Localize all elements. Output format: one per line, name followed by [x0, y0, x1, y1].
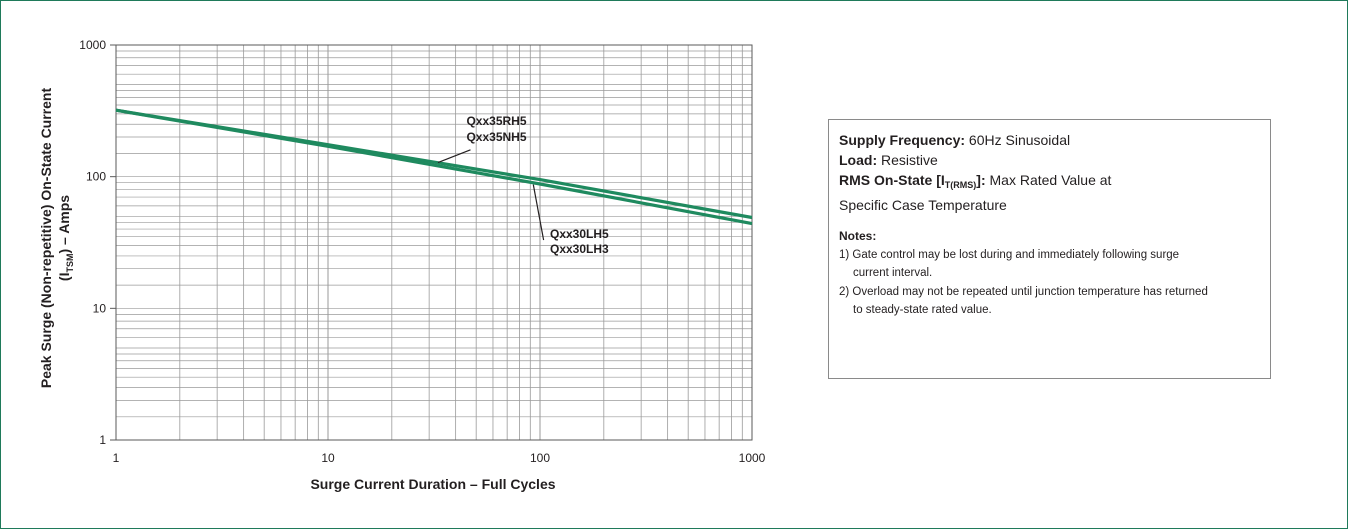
note-2-text: 2) Overload may not be repeated until ju…: [839, 286, 1208, 298]
conditions-notes-box: Supply Frequency: 60Hz Sinusoidal Load: …: [828, 119, 1271, 379]
rms-line: RMS On-State [IT(RMS)]: Max Rated Value …: [839, 170, 1260, 195]
y-axis-label-group: Peak Surge (Non-repetitive) On-State Cur…: [38, 88, 54, 389]
x-tick-label: 100: [530, 451, 550, 465]
x-tick-label: 10: [321, 451, 335, 465]
notes-heading: Notes:: [839, 229, 877, 243]
annotation-label-qxx35rh5: Qxx35RH5: [466, 114, 526, 128]
y-tick-label: 1: [99, 433, 106, 447]
surge-current-chart: 1 10 100 1000 1000 100 10 1 Qxx35RH5 Qxx35NH5 Q…: [38, 38, 766, 492]
note-1-text: 1) Gate control may be lost during and i…: [839, 249, 1180, 261]
annotation-leader-qxx35: [437, 149, 471, 164]
x-axis-label: Surge Current Duration – Full Cycles: [310, 476, 555, 492]
annotation-label-qxx30lh5: Qxx30LH5: [550, 227, 609, 241]
x-tick-label: 1000: [739, 451, 766, 465]
y-axis-label-sub-group: (ITSM) – Amps: [56, 195, 75, 281]
y-axis-label-sub-prefix: (I: [56, 273, 72, 282]
y-tick-label: 1000: [79, 38, 106, 52]
annotation-leader-qxx30: [532, 184, 545, 241]
supply-frequency-value: 60Hz Sinusoidal: [968, 132, 1071, 148]
note-2-continued: to steady-state rated value.: [853, 304, 992, 316]
y-tick-label: 100: [86, 170, 106, 184]
load-line: Load: Resistive: [839, 150, 1260, 170]
load-value: Resistive: [881, 152, 938, 168]
rms-value: Max Rated Value at: [989, 172, 1112, 188]
annotation-label-qxx30lh3: Qxx30LH3: [550, 242, 609, 256]
rms-label-suffix: ]:: [976, 172, 986, 188]
annotation-label-qxx35nh5: Qxx35NH5: [466, 130, 526, 144]
note-1-continued: current interval.: [853, 267, 933, 279]
rms-value-continued: Specific Case Temperature: [839, 197, 1007, 213]
supply-frequency-line: Supply Frequency: 60Hz Sinusoidal: [839, 130, 1260, 150]
x-tick-label: 1: [113, 451, 120, 465]
rms-label: RMS On-State [IT(RMS)]:: [839, 172, 986, 190]
series-lines: [115, 108, 753, 226]
supply-frequency-label: Supply Frequency:: [839, 132, 966, 148]
note-2: 2) Overload may not be repeated until ju…: [839, 283, 1260, 319]
y-axis-label-sub-suffix: ) – Amps: [56, 195, 72, 254]
chart-grid: [115, 45, 753, 441]
tick-labels: 1 10 100 1000 1000 100 10 1: [79, 38, 765, 465]
y-axis-label-subscript: TSM: [65, 254, 75, 273]
y-tick-label: 10: [93, 301, 107, 315]
plot-area-border: [115, 44, 753, 441]
series-line-2: [115, 108, 753, 226]
rms-label-prefix: RMS On-State [I: [839, 172, 945, 188]
rms-label-subscript: T(RMS): [944, 180, 977, 190]
series-annotations: Qxx35RH5 Qxx35NH5 Qxx30LH5 Qxx30LH3: [437, 114, 609, 256]
load-label: Load:: [839, 152, 878, 168]
y-axis-label-sub: (ITSM) – Amps: [56, 195, 75, 281]
y-axis-label-main: Peak Surge (Non-repetitive) On-State Cur…: [38, 88, 54, 389]
note-1: 1) Gate control may be lost during and i…: [839, 246, 1260, 282]
